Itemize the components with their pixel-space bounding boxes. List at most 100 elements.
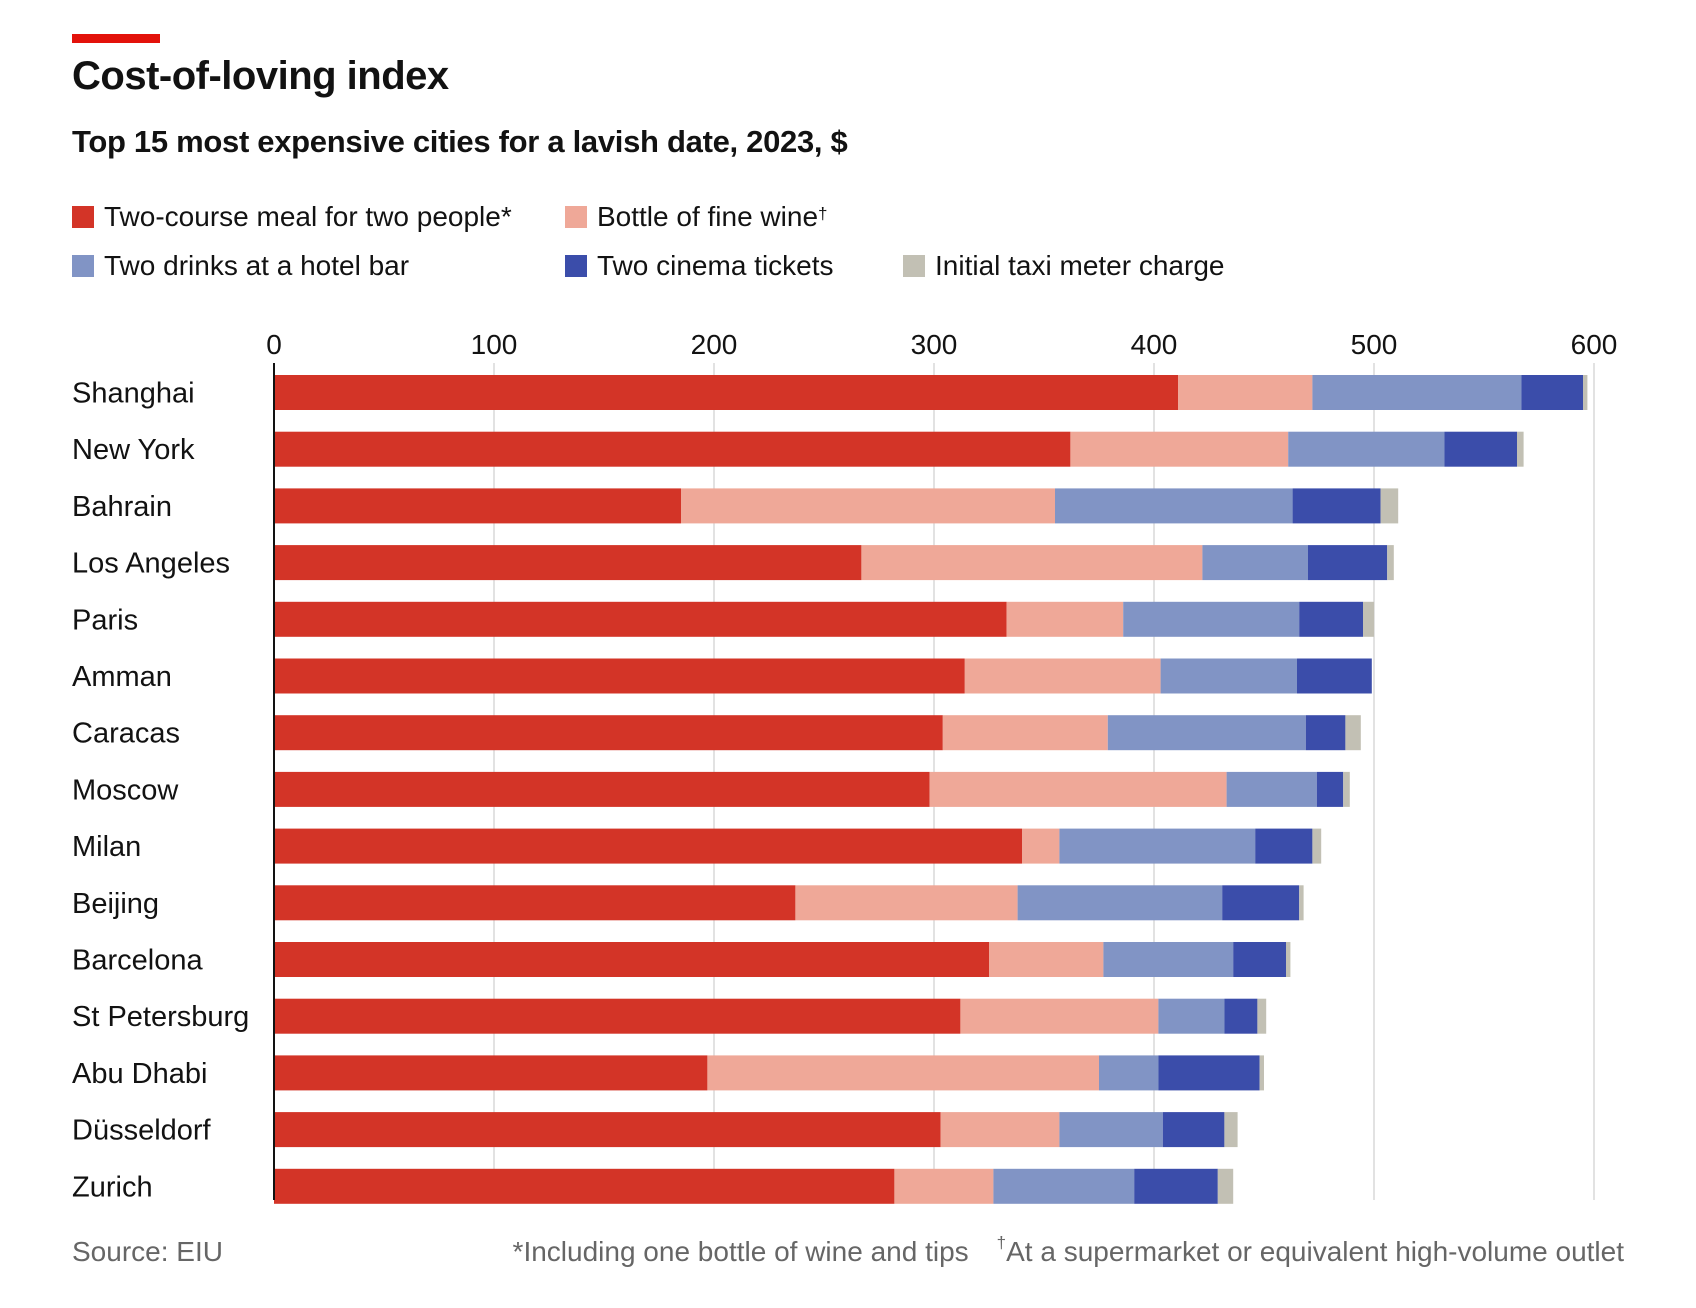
bar-zurich-series-3 (1134, 1168, 1218, 1204)
category-label-st-petersburg: St Petersburg (72, 1001, 249, 1033)
bar-new-york-series-3 (1444, 431, 1517, 467)
x-tick-label-100: 100 (471, 329, 518, 360)
bar-beijing-series-0 (274, 885, 796, 921)
footnote-meal: *Including one bottle of wine and tips (512, 1236, 969, 1267)
footnote-wine-text: At a supermarket or equivalent high-volu… (1006, 1236, 1624, 1267)
legend-swatch-hotel-bar (72, 255, 94, 277)
bar-bahrain-series-4 (1380, 488, 1399, 524)
bar-shanghai-series-2 (1312, 375, 1522, 410)
brand-red-rule (72, 34, 160, 43)
bar-los-angeles-series-3 (1308, 545, 1388, 581)
bar-beijing-series-4 (1299, 885, 1304, 921)
bar-new-york-series-2 (1288, 431, 1445, 467)
bar-los-angeles-series-0 (274, 545, 862, 581)
legend-swatch-meal (72, 206, 94, 228)
bar-milan-series-2 (1059, 828, 1256, 864)
bar-abu-dhabi-series-0 (274, 1055, 708, 1091)
legend-swatch-wine (565, 206, 587, 228)
chart-subtitle: Top 15 most expensive cities for a lavis… (72, 124, 848, 159)
bar-amman-series-3 (1297, 658, 1372, 694)
bar-abu-dhabi-series-2 (1099, 1055, 1159, 1091)
bar-barcelona-series-1 (989, 942, 1104, 977)
bar-paris-series-3 (1299, 601, 1363, 637)
bar-moscow-series-2 (1226, 771, 1317, 807)
x-tick-label-300: 300 (911, 329, 958, 360)
footnote-dagger-mark: † (996, 1233, 1007, 1252)
bar-düsseldorf-series-2 (1059, 1112, 1163, 1148)
bar-düsseldorf-series-3 (1162, 1112, 1225, 1148)
category-label-moscow: Moscow (72, 774, 179, 806)
bar-zurich-series-1 (894, 1168, 994, 1204)
footnote-wine: †At a supermarket or equivalent high-vol… (996, 1233, 1624, 1267)
bar-zurich-series-2 (993, 1168, 1135, 1204)
category-label-milan: Milan (72, 831, 141, 863)
legend-label-wine: Bottle of fine wine (597, 201, 819, 232)
bar-paris-series-1 (1006, 601, 1124, 637)
legend-label-cinema: Two cinema tickets (597, 250, 834, 281)
source-note: Source: EIU (72, 1236, 223, 1267)
bar-st-petersburg-series-1 (960, 998, 1159, 1034)
bar-milan-series-1 (1022, 828, 1060, 864)
bar-zurich-series-4 (1217, 1168, 1234, 1204)
category-label-zurich: Zurich (72, 1171, 153, 1203)
bar-abu-dhabi-series-4 (1259, 1055, 1264, 1091)
bar-los-angeles-series-2 (1202, 545, 1308, 581)
category-label-paris: Paris (72, 604, 138, 636)
bar-bahrain-series-1 (681, 488, 1055, 524)
legend-label-taxi: Initial taxi meter charge (935, 250, 1225, 281)
bar-moscow-series-1 (929, 771, 1227, 807)
x-tick-label-200: 200 (691, 329, 738, 360)
bar-shanghai-series-1 (1178, 375, 1313, 410)
legend-item-hotel-bar: Two drinks at a hotel bar (72, 250, 409, 282)
bar-paris-series-2 (1123, 601, 1300, 637)
bar-paris-series-0 (274, 601, 1007, 637)
bar-st-petersburg-series-4 (1257, 998, 1267, 1034)
x-tick-label-500: 500 (1351, 329, 1398, 360)
bar-new-york-series-0 (274, 431, 1071, 467)
bar-bahrain-series-2 (1055, 488, 1293, 524)
x-tick-label-0: 0 (266, 329, 282, 360)
bar-barcelona-series-2 (1103, 942, 1234, 977)
bar-beijing-series-1 (795, 885, 1018, 921)
bar-caracas-series-4 (1345, 715, 1361, 751)
legend-item-taxi: Initial taxi meter charge (903, 250, 1224, 282)
category-label-shanghai: Shanghai (72, 378, 195, 410)
legend-label-hotel-bar: Two drinks at a hotel bar (104, 250, 410, 281)
x-tick-label-400: 400 (1131, 329, 1178, 360)
legend-item-wine: Bottle of fine wine † (565, 201, 828, 233)
bar-new-york-series-1 (1070, 431, 1289, 467)
category-label-caracas: Caracas (72, 718, 180, 750)
bar-bahrain-series-0 (274, 488, 681, 524)
bar-st-petersburg-series-3 (1224, 998, 1258, 1034)
bar-moscow-series-4 (1343, 771, 1350, 807)
bar-bahrain-series-3 (1292, 488, 1381, 524)
bar-paris-series-4 (1363, 601, 1374, 637)
bar-milan-series-4 (1312, 828, 1322, 864)
bar-barcelona-series-0 (274, 942, 989, 977)
bar-abu-dhabi-series-3 (1158, 1055, 1260, 1091)
x-tick-label-600: 600 (1571, 329, 1618, 360)
bar-düsseldorf-series-0 (274, 1112, 941, 1148)
bar-shanghai-series-3 (1521, 375, 1583, 410)
footnotes: *Including one bottle of wine and tips †A… (512, 1233, 1624, 1268)
bar-düsseldorf-series-4 (1224, 1112, 1238, 1148)
category-label-bahrain: Bahrain (72, 491, 172, 523)
category-label-new-york: New York (72, 434, 195, 466)
bar-moscow-series-3 (1316, 771, 1344, 807)
bar-shanghai-series-0 (274, 375, 1179, 410)
category-label-barcelona: Barcelona (72, 945, 203, 977)
legend-swatch-cinema (565, 255, 587, 277)
bar-milan-series-0 (274, 828, 1022, 864)
bar-beijing-series-2 (1017, 885, 1223, 921)
bar-los-angeles-series-4 (1387, 545, 1394, 581)
bar-new-york-series-4 (1517, 431, 1524, 467)
bar-caracas-series-3 (1305, 715, 1346, 751)
legend-item-meal: Two-course meal for two people* (72, 201, 512, 233)
legend-item-cinema: Two cinema tickets (565, 250, 834, 282)
bar-barcelona-series-4 (1286, 942, 1291, 977)
bar-amman-series-0 (274, 658, 965, 694)
chart-title: Cost-of-loving index (72, 54, 449, 98)
legend-label-meal: Two-course meal for two people* (104, 201, 512, 232)
bar-zurich-series-0 (274, 1168, 895, 1204)
